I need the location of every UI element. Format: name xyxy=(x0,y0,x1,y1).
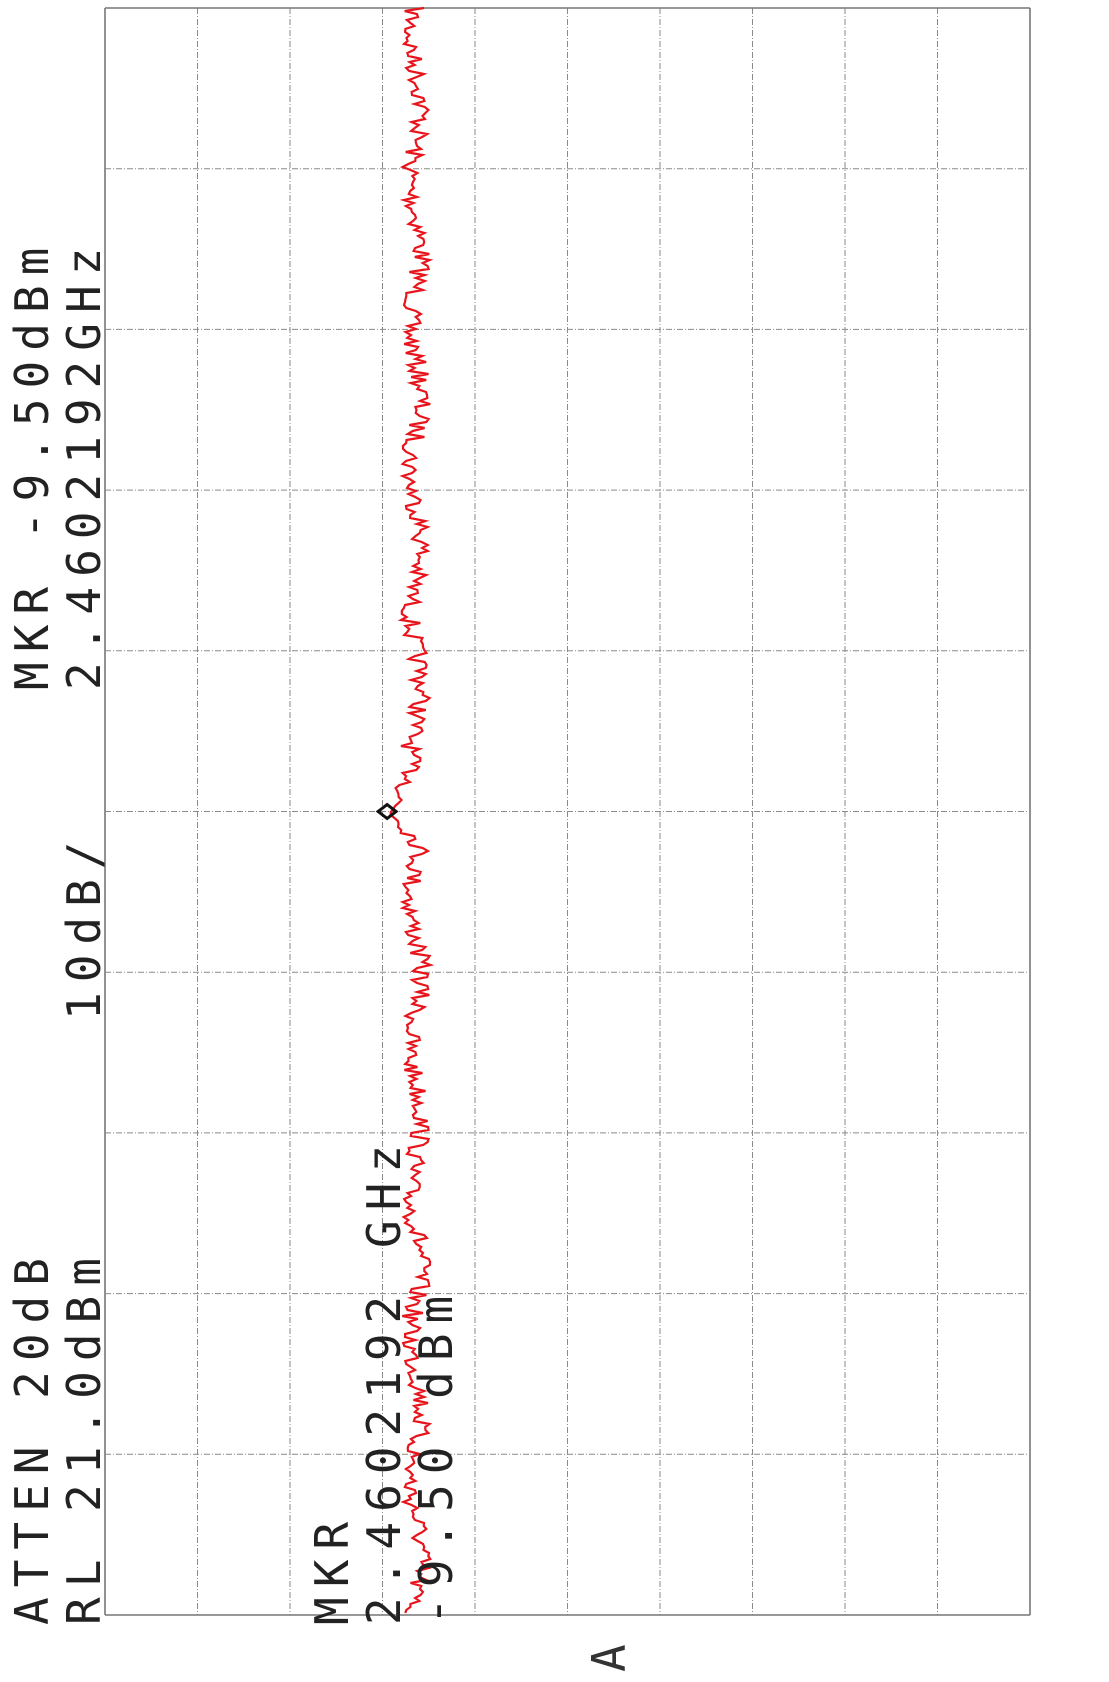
atten-label: ATTEN 20dB xyxy=(5,1248,59,1625)
marker-amplitude-header: MKR -9.50dBm xyxy=(5,238,59,690)
marker-readout-frequency: 2.4602192 GHz xyxy=(357,1135,411,1625)
marker-diamond-icon xyxy=(375,802,399,821)
trace-label: A xyxy=(582,1634,636,1672)
marker-frequency-header: 2.4602192GHz xyxy=(57,238,111,690)
graticule xyxy=(104,7,1031,1616)
ref-level-label: RL 21.0dBm xyxy=(57,1248,111,1625)
spectrum-trace xyxy=(389,6,435,1614)
marker-readout-amplitude: -9.50 dBm xyxy=(409,1286,463,1625)
marker-readout-label: MKR xyxy=(305,1512,359,1625)
scale-label: 10dB/ xyxy=(57,832,111,1020)
